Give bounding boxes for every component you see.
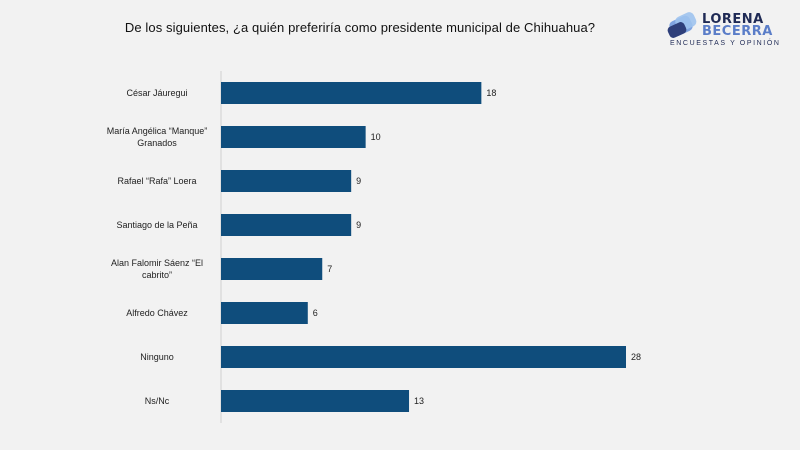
data-label: 9: [356, 220, 361, 230]
bar: [221, 390, 410, 412]
data-label: 7: [327, 264, 332, 274]
data-label: 18: [486, 88, 496, 98]
logo-name-line2: BECERRA: [702, 24, 773, 39]
bar: [221, 302, 308, 324]
data-label: 10: [371, 132, 381, 142]
data-label: 9: [356, 176, 361, 186]
bar: [221, 170, 352, 192]
logo-tagline: ENCUESTAS Y OPINIÓN: [670, 40, 781, 47]
bar: [221, 258, 323, 280]
category-label: Santiago de la Peña: [116, 220, 197, 230]
logo-name-line1: LORENA: [702, 12, 764, 27]
data-label: 28: [631, 352, 641, 362]
data-label: 13: [414, 396, 424, 406]
category-label: Rafael “Rafa” Loera: [117, 176, 196, 186]
logo-mark-icon: [667, 12, 697, 38]
category-label: Alfredo Chávez: [126, 308, 188, 318]
chart-title: De los siguientes, ¿a quién preferiría c…: [124, 20, 596, 35]
category-label: Ninguno: [140, 352, 174, 362]
bar: [221, 214, 352, 236]
brand-logo: LORENA BECERRA ENCUESTAS Y OPINIÓN: [666, 8, 796, 48]
category-label: Ns/Nc: [145, 396, 170, 406]
data-label: 6: [313, 308, 318, 318]
bar: [221, 346, 626, 368]
category-label: Alan Falomir Sáenz “El cabrito”: [111, 258, 203, 280]
bar: [221, 82, 482, 104]
category-label: César Jáuregui: [126, 88, 187, 98]
bar: [221, 126, 366, 148]
category-label: María Angélica “Manque” Granados: [107, 126, 208, 148]
